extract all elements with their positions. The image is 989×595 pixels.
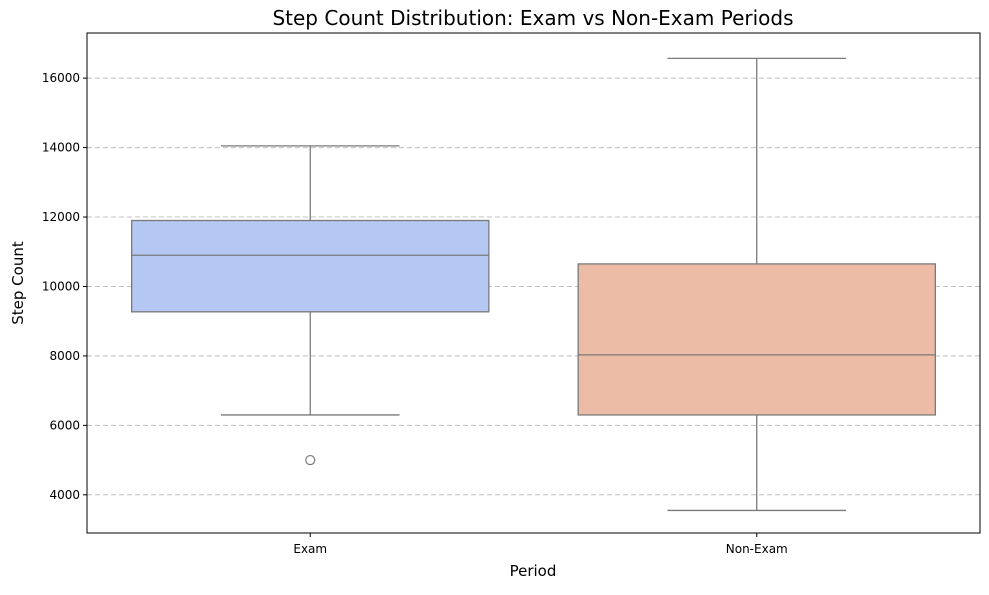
x-tick-label: Non-Exam — [726, 542, 788, 556]
chart-title: Step Count Distribution: Exam vs Non-Exa… — [272, 6, 793, 30]
y-tick-label: 4000 — [49, 488, 80, 502]
y-tick-label: 6000 — [49, 418, 80, 432]
plot-frame — [86, 32, 981, 534]
outlier-point — [305, 454, 316, 466]
box-non-exam — [577, 57, 937, 512]
iqr-box — [130, 219, 490, 313]
y-tick-label: 12000 — [42, 210, 80, 224]
y-tick-label: 8000 — [49, 349, 80, 363]
box-series — [130, 57, 937, 512]
x-axis: Exam Non-Exam — [293, 533, 788, 556]
x-axis-label: Period — [510, 562, 557, 580]
y-tick-label: 10000 — [42, 279, 80, 293]
iqr-box — [577, 263, 937, 416]
y-axis: 4000 6000 8000 10000 12000 14000 16000 — [42, 71, 87, 502]
y-axis-label: Step Count — [9, 241, 27, 325]
x-tick-label: Exam — [293, 542, 327, 556]
y-tick-label: 14000 — [42, 141, 80, 155]
y-tick-label: 16000 — [42, 71, 80, 85]
box-exam — [130, 145, 490, 466]
